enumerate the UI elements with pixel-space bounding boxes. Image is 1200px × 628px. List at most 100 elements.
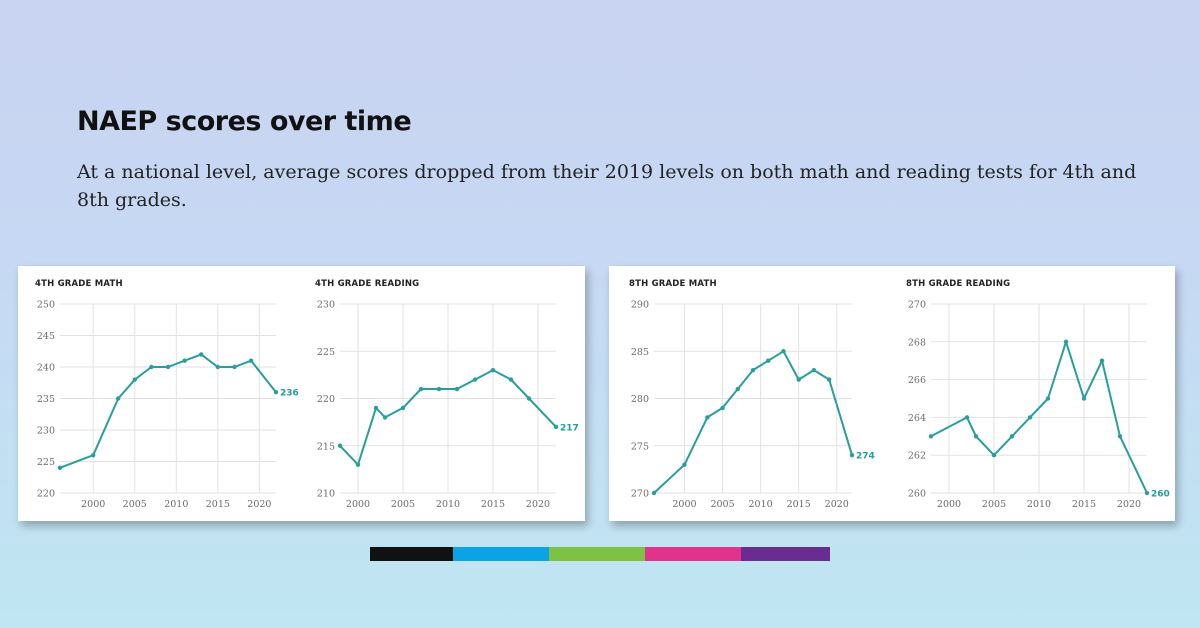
4th-grade-reading-y-tick-label: 230 <box>317 300 335 311</box>
4th-grade-reading-data-point <box>382 415 388 420</box>
chart-8th-grade-math: 8TH GRADE MATH 270 275 280 285 290 2000 2005 201… <box>629 279 875 510</box>
4th-grade-math-series-line <box>59 353 277 469</box>
8th-grade-math-x-tick-label: 2020 <box>825 499 849 510</box>
color-bar <box>370 547 830 561</box>
8th-grade-reading-data-point <box>1009 434 1015 439</box>
color-bar-segment <box>370 547 453 561</box>
panel-4th-grade: 4TH GRADE MATH 220 225 230 235 240 245 250 2000 2… <box>18 266 585 521</box>
4th-grade-math-data-point <box>91 453 96 458</box>
4th-grade-math-y-tick-label: 250 <box>37 300 55 311</box>
8th-grade-reading-data-point <box>991 453 997 458</box>
4th-grade-math-x-tick-label: 2015 <box>206 499 230 510</box>
8th-grade-math-data-point <box>796 377 801 382</box>
8th-grade-math-data-point <box>849 453 855 458</box>
4th-grade-reading-data-point <box>490 367 496 373</box>
4th-grade-math-x-tick-label: 2000 <box>81 499 105 510</box>
4th-grade-math-end-value-label: 236 <box>280 389 299 399</box>
8th-grade-math-y-tick-label: 275 <box>631 441 649 452</box>
8th-grade-reading-x-tick-label: 2005 <box>982 499 1006 510</box>
4th-grade-reading-y-tick-label: 210 <box>317 489 335 500</box>
4th-grade-math-data-point <box>248 358 254 363</box>
8th-grade-math-data-point <box>651 490 657 496</box>
8th-grade-reading-y-tick-label: 262 <box>908 451 926 462</box>
4th-grade-math-data-point <box>132 377 137 382</box>
8th-grade-reading-x-tick-label: 2020 <box>1117 499 1141 510</box>
4th-grade-math-x-tick-label: 2010 <box>164 499 188 510</box>
8th-grade-reading-data-point <box>1144 490 1150 496</box>
page-title: NAEP scores over time <box>77 106 412 137</box>
4th-grade-math-x-tick-label: 2005 <box>123 499 147 510</box>
4th-grade-reading-data-point <box>337 443 343 448</box>
4th-grade-math-data-point <box>149 364 154 370</box>
8th-grade-math-x-tick-label: 2005 <box>710 499 734 510</box>
8th-grade-reading-y-tick-label: 264 <box>908 413 926 424</box>
4th-grade-math-y-tick-label: 225 <box>37 457 55 468</box>
4th-grade-reading-y-tick-label: 225 <box>317 347 335 358</box>
4th-grade-math-data-point <box>232 364 237 370</box>
color-bar-segment <box>549 547 645 561</box>
4th-grade-math-x-tick-label: 2020 <box>247 499 271 510</box>
charts-4th-grade: 4TH GRADE MATH 220 225 230 235 240 245 250 2000 2… <box>35 279 579 510</box>
8th-grade-reading-data-point <box>1063 339 1069 344</box>
8th-grade-math-data-point <box>720 405 725 411</box>
chart-4th-grade-math: 4TH GRADE MATH 220 225 230 235 240 245 250 2000 2… <box>35 279 299 510</box>
4th-grade-math-data-point <box>215 364 221 370</box>
4th-grade-reading-data-point <box>454 386 460 392</box>
4th-grade-reading-data-point <box>526 396 532 401</box>
8th-grade-reading-x-tick-label: 2015 <box>1072 499 1096 510</box>
8th-grade-reading-x-tick-label: 2010 <box>1027 499 1051 510</box>
4th-grade-math-data-point <box>57 465 63 470</box>
4th-grade-math-data-point <box>273 390 279 395</box>
4th-grade-reading-y-tick-label: 220 <box>317 394 335 405</box>
8th-grade-math-data-point <box>766 358 771 363</box>
8th-grade-reading-y-tick-label: 268 <box>908 337 926 348</box>
8th-grade-reading-data-point <box>1081 396 1087 401</box>
8th-grade-reading-data-point <box>1099 358 1105 363</box>
8th-grade-reading-data-point <box>1117 434 1123 439</box>
4th-grade-reading-x-tick-label: 2000 <box>346 499 370 510</box>
8th-grade-reading-data-point <box>973 434 979 439</box>
8th-grade-math-x-tick-label: 2010 <box>749 499 773 510</box>
4th-grade-math-y-tick-label: 220 <box>37 489 55 500</box>
4th-grade-math-data-point <box>115 396 121 401</box>
4th-grade-reading-x-tick-label: 2005 <box>391 499 415 510</box>
4th-grade-math-data-point <box>199 352 204 357</box>
4th-grade-reading-data-point <box>472 377 478 382</box>
8th-grade-math-x-tick-label: 2015 <box>787 499 811 510</box>
8th-grade-math-y-tick-label: 280 <box>631 394 649 405</box>
8th-grade-reading-y-tick-label: 266 <box>908 375 926 386</box>
8th-grade-math-y-tick-label: 270 <box>631 489 649 500</box>
charts-8th-grade: 8TH GRADE MATH 270 275 280 285 290 2000 2005 201… <box>629 279 1170 510</box>
4th-grade-math-data-point <box>182 358 187 363</box>
8th-grade-math-data-point <box>781 349 786 354</box>
chart-4th-grade-reading: 4TH GRADE READING 210 215 220 225 230 2000 2005… <box>315 279 579 510</box>
4th-grade-reading-x-tick-label: 2020 <box>526 499 550 510</box>
8th-grade-reading-data-point <box>928 434 934 439</box>
color-bar-segment <box>645 547 741 561</box>
8th-grade-math-data-point <box>826 377 832 382</box>
8th-grade-math-data-point <box>811 367 817 373</box>
4th-grade-reading-data-point <box>400 405 406 411</box>
8th-grade-reading-data-point <box>1045 396 1051 401</box>
8th-grade-math-y-tick-label: 285 <box>631 347 649 358</box>
8th-grade-reading-end-value-label: 260 <box>1151 490 1170 500</box>
4th-grade-math-y-tick-label: 240 <box>37 363 55 374</box>
4th-grade-reading-data-point <box>553 424 559 430</box>
8th-grade-math-y-tick-label: 290 <box>631 300 649 311</box>
4th-grade-reading-y-tick-label: 215 <box>317 441 335 452</box>
8th-grade-reading-data-point <box>1027 415 1033 420</box>
4th-grade-reading-data-point <box>436 386 442 392</box>
4th-grade-reading-end-value-label: 217 <box>560 423 579 433</box>
color-bar-segment <box>741 547 830 561</box>
4th-grade-reading-data-point <box>355 462 361 467</box>
8th-grade-math-data-point <box>735 386 740 392</box>
8th-grade-math-data-point <box>682 462 687 467</box>
8th-grade-reading-series-line <box>930 340 1148 494</box>
8th-grade-reading-x-tick-label: 2000 <box>937 499 961 510</box>
8th-grade-math-series-line <box>653 350 853 494</box>
8th-grade-math-title: 8TH GRADE MATH <box>629 279 717 289</box>
panel-8th-grade: 8TH GRADE MATH 270 275 280 285 290 2000 2005 201… <box>609 266 1175 521</box>
4th-grade-math-y-tick-label: 245 <box>37 331 55 342</box>
4th-grade-reading-title: 4TH GRADE READING <box>315 279 419 289</box>
4th-grade-reading-data-point <box>418 386 424 392</box>
